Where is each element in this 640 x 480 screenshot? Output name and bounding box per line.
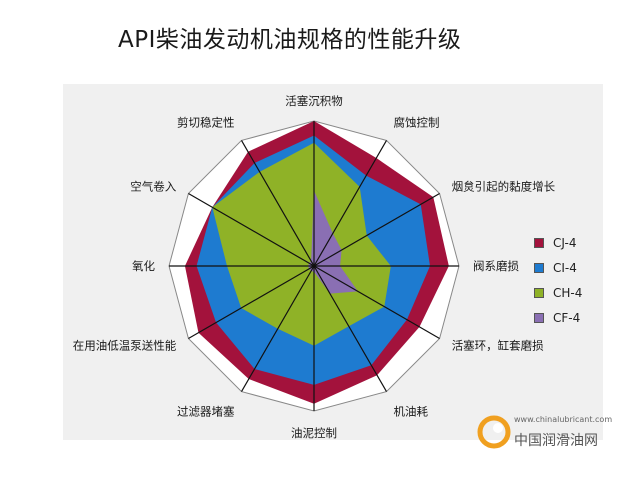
axis-label: 机油耗: [394, 405, 429, 419]
axis-label: 氧化: [132, 259, 155, 273]
axis-label: 过滤器堵塞: [177, 405, 235, 419]
axis-spoke: [313, 192, 440, 267]
series-CF-4-area: [308, 190, 358, 294]
legend-label: CF-4: [553, 310, 581, 325]
axis-spoke: [313, 140, 388, 267]
legend-label: CJ-4: [553, 235, 577, 250]
axis-spoke: [188, 192, 315, 267]
legend-swatch: [534, 287, 544, 298]
legend-item: CH-4: [534, 280, 582, 305]
legend-item: CI-4: [534, 255, 582, 280]
chart-title: API柴油发动机油规格的性能升级: [118, 27, 462, 53]
axis-spoke: [240, 140, 315, 267]
watermark: www.chinalubricant.com 中国润滑油网: [470, 412, 620, 462]
axis-label: 阀系磨损: [473, 259, 519, 273]
watermark-url: www.chinalubricant.com: [514, 415, 613, 424]
axis-spoke: [313, 265, 440, 340]
axis-label: 活塞环，缸套磨损: [452, 339, 544, 353]
legend-item: CF-4: [534, 305, 582, 330]
watermark-logo-icon: [477, 415, 511, 449]
legend-label: CI-4: [553, 260, 577, 275]
axis-label: 空气卷入: [130, 180, 176, 194]
axis-spoke: [313, 265, 388, 392]
legend-swatch: [534, 312, 544, 323]
watermark-name: 中国润滑油网: [514, 433, 598, 449]
axis-label: 在用油低温泵送性能: [73, 339, 177, 353]
legend-swatch: [534, 237, 544, 248]
axis-label: 烟炱引起的黏度增长: [452, 180, 556, 194]
axis-label: 油泥控制: [291, 426, 337, 440]
axis-label: 腐蚀控制: [394, 115, 440, 129]
axis-spoke: [188, 265, 315, 340]
axis-label: 剪切稳定性: [177, 115, 235, 129]
legend-label: CH-4: [553, 285, 583, 300]
axis-spoke: [240, 265, 315, 392]
legend-item: CJ-4: [534, 230, 582, 255]
axis-label: 活塞沉积物: [285, 94, 343, 108]
legend-swatch: [534, 262, 544, 273]
legend: CJ-4 CI-4 CH-4 CF-4: [534, 230, 582, 330]
